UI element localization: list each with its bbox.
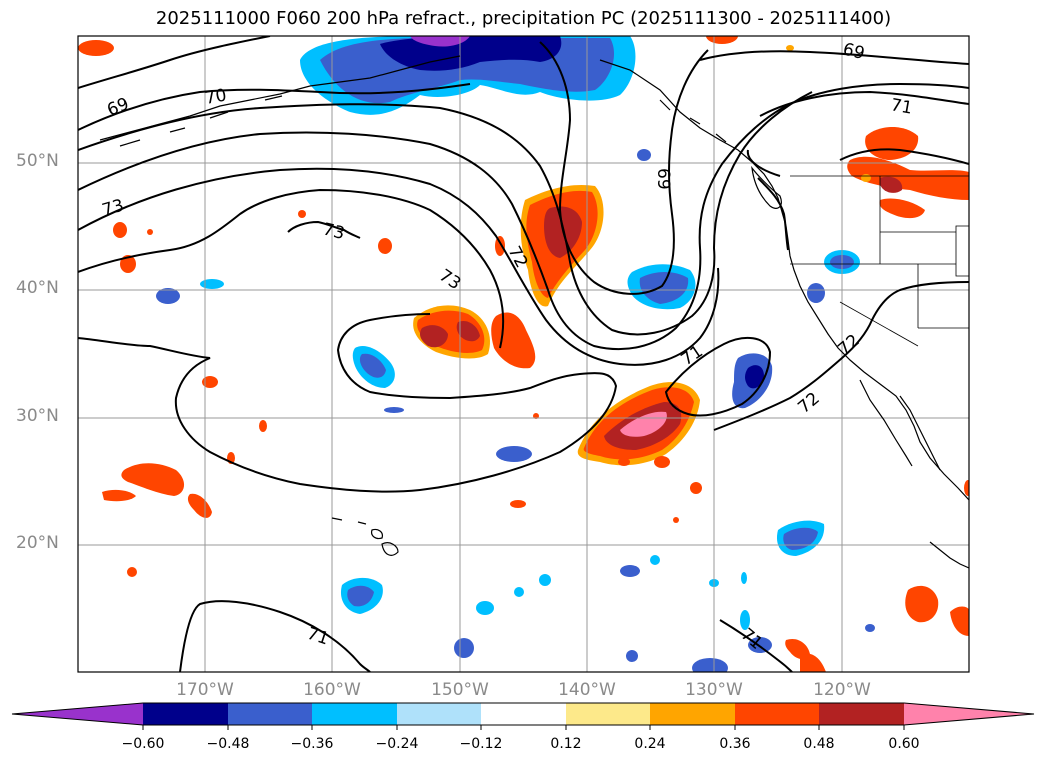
lat-label-20n: 20°N xyxy=(16,533,59,553)
colorbar-tick-label: 0.12 xyxy=(550,736,582,752)
lon-label-140w: 140°W xyxy=(558,680,616,700)
colorbar-tick-label: −0.12 xyxy=(459,736,503,752)
lon-label-170w: 170°W xyxy=(176,680,234,700)
contour-label: 71 xyxy=(889,95,914,118)
refractivity-contours xyxy=(78,36,969,672)
colorbar-tick-label: −0.24 xyxy=(375,736,419,752)
colorbar-cell xyxy=(312,703,397,725)
colorbar-cell xyxy=(397,703,481,725)
map-title: 2025111000 F060 200 hPa refract., precip… xyxy=(155,8,892,29)
political-borders xyxy=(790,175,969,347)
contour-label: 70 xyxy=(203,85,228,108)
colorbar-tick-label: 0.48 xyxy=(803,736,835,752)
colorbar-tick-label: 0.24 xyxy=(634,736,666,752)
colorbar-tick-label: 0.60 xyxy=(888,736,920,752)
lon-label-130w: 130°W xyxy=(685,680,743,700)
lat-label-40n: 40°N xyxy=(16,278,59,298)
colorbar-cell xyxy=(735,703,819,725)
contour-label: 69 xyxy=(653,168,673,190)
lon-label-150w: 150°W xyxy=(431,680,489,700)
map-frame xyxy=(77,35,970,673)
colorbar xyxy=(11,702,1035,730)
colorbar-cell xyxy=(819,703,904,725)
colorbar-cell xyxy=(566,703,650,725)
colorbar-tick-label: −0.60 xyxy=(121,736,165,752)
colorbar-cell xyxy=(481,703,566,725)
lon-label-120w: 120°W xyxy=(813,680,871,700)
graticule xyxy=(78,36,969,672)
colorbar-cell xyxy=(228,703,312,725)
lat-label-30n: 30°N xyxy=(16,406,59,426)
colorbar-extend-high xyxy=(904,703,1034,725)
lat-label-50n: 50°N xyxy=(16,151,59,171)
precip-fill-positive xyxy=(78,36,969,672)
colorbar-tick-label: 0.36 xyxy=(719,736,751,752)
lon-label-160w: 160°W xyxy=(303,680,361,700)
colorbar-tick-label: −0.36 xyxy=(290,736,334,752)
colorbar-cell xyxy=(143,703,228,725)
colorbar-cell xyxy=(650,703,735,725)
colorbar-tick-label: −0.48 xyxy=(206,736,250,752)
colorbar-extend-low xyxy=(12,703,143,725)
